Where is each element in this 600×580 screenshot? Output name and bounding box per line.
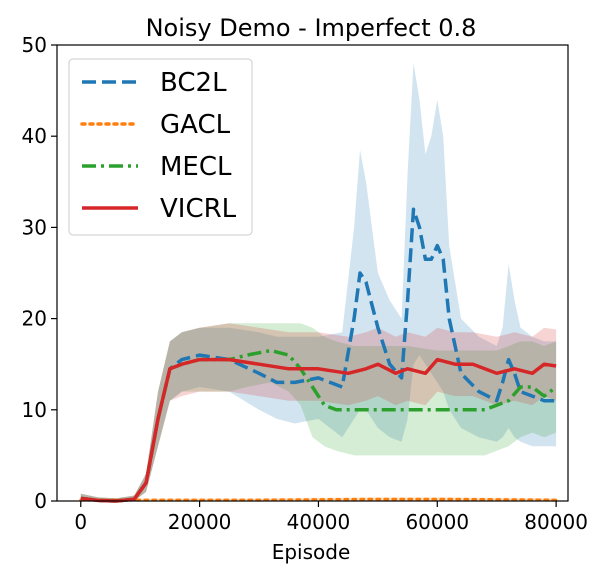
legend-frame — [68, 58, 253, 236]
band-mecl — [80, 323, 557, 501]
x-axis-label: Episode — [272, 540, 351, 564]
y-axis: 0 10 20 30 40 50 — [22, 33, 57, 513]
band-vicrl — [80, 323, 557, 501]
chart-title: Noisy Demo - Imperfect 0.8 — [146, 14, 477, 42]
x-tick-label: 20000 — [168, 510, 232, 534]
legend-label-vicrl: VICRL — [160, 194, 237, 224]
legend-label-gacl: GACL — [160, 110, 231, 140]
x-tick-label: 0 — [74, 510, 87, 534]
y-tick-label: 40 — [22, 124, 47, 148]
x-tick-label: 40000 — [287, 510, 351, 534]
legend-label-mecl: MECL — [160, 152, 232, 182]
confidence-bands — [80, 63, 557, 501]
series-lines — [79, 207, 558, 503]
plot-frame — [56, 44, 569, 502]
y-tick-label: 30 — [22, 215, 47, 239]
y-tick-label: 0 — [34, 489, 47, 513]
y-tick-label: 10 — [22, 398, 47, 422]
x-tick-label: 60000 — [405, 510, 469, 534]
legend: BC2L GACL MECL VICRL — [68, 58, 253, 236]
x-tick-label: 80000 — [524, 510, 588, 534]
line-gacl — [79, 497, 558, 502]
band-bc2l — [80, 63, 557, 501]
line-bc2l — [80, 207, 557, 503]
x-axis: 0 20000 40000 60000 80000 — [74, 501, 588, 534]
line-vicrl — [80, 357, 557, 503]
y-tick-label: 20 — [22, 307, 47, 331]
legend-label-bc2l: BC2L — [160, 68, 227, 98]
y-tick-label: 50 — [22, 33, 47, 57]
